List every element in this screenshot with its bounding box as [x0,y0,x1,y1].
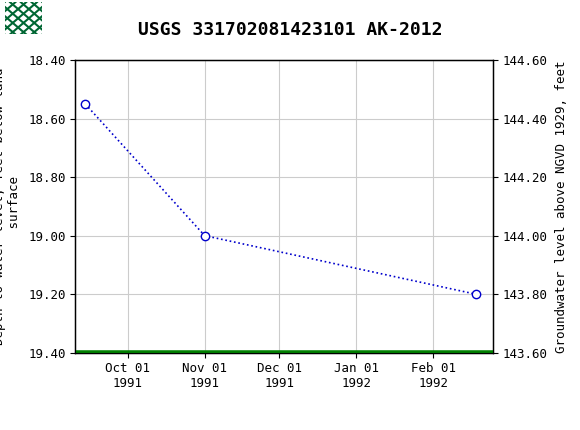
Y-axis label: Groundwater level above NGVD 1929, feet: Groundwater level above NGVD 1929, feet [554,60,568,353]
Y-axis label: Depth to water level, feet below land
 surface: Depth to water level, feet below land su… [0,68,21,345]
FancyBboxPatch shape [6,3,64,33]
Legend:  [285,409,295,419]
Text: USGS: USGS [52,9,103,27]
Text: USGS 331702081423101 AK-2012: USGS 331702081423101 AK-2012 [138,21,442,39]
Text: ≡USGS: ≡USGS [12,9,70,28]
